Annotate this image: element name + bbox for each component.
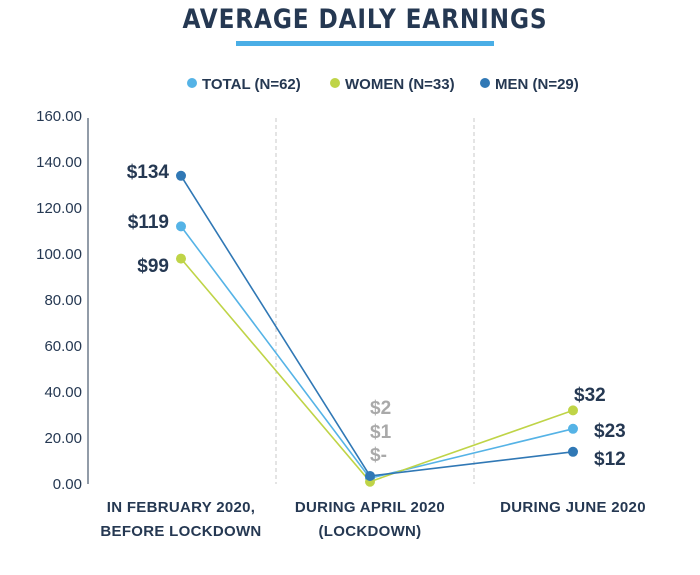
legend-label-0: TOTAL (N=62) [202,76,301,93]
data-label-feb-2: $134 [127,162,170,183]
y-tick-label: 0.00 [53,476,82,493]
y-tick-label: 60.00 [44,338,82,355]
series-point-1-0 [176,253,186,264]
x-category-label-2: DURING JUNE 2020 [500,499,646,516]
legend-marker-1 [330,78,340,88]
y-tick-label: 20.00 [44,430,82,447]
series-point-2-2 [568,446,578,457]
series-point-1-2 [568,405,578,416]
y-axis: 0.00 20.00 40.00 60.00 80.00 100.00 120.00 140.… [36,108,89,493]
data-label-apr-1: $1 [370,422,392,443]
data-label-feb-1: $99 [137,256,169,277]
data-label-jun-2: $12 [594,449,626,470]
data-label-feb-0: $119 [128,212,169,233]
data-labels: $134 $119 $99 $32 $23 $12 $2 $1$- [127,162,626,470]
x-axis-categories: IN FEBRUARY 2020, BEFORE LOCKDOWN DURING A… [100,499,645,540]
legend-marker-0 [187,78,197,88]
legend-label-2: MEN (N=29) [495,76,579,93]
legend-marker-2 [480,78,490,88]
data-label-jun-0: $23 [594,421,626,442]
y-tick-label: 100.00 [36,246,82,263]
series-point-0-2 [568,423,578,434]
series-point-2-0 [176,170,186,181]
series-points [176,170,578,487]
data-label-apr-2: $- [370,445,387,466]
title-underline [236,41,494,46]
legend: TOTAL (N=62) WOMEN (N=33) MEN (N=29) [187,76,579,93]
category-dividers [275,118,475,484]
y-tick-label: 40.00 [44,384,82,401]
legend-label-1: WOMEN (N=33) [345,76,455,93]
y-tick-label: 80.00 [44,292,82,309]
x-category-label-0: BEFORE LOCKDOWN [100,523,261,540]
x-category-label-1: DURING APRIL 2020 [295,499,445,516]
x-category-label-1: (LOCKDOWN) [319,523,422,540]
y-tick-label: 140.00 [36,154,82,171]
data-label-jun-1: $32 [574,385,606,406]
y-tick-label: 120.00 [36,200,82,217]
series-point-0-0 [176,221,186,232]
series-point-2-1 [365,470,375,481]
chart-title: AVERAGE DAILY EARNINGS [182,4,548,35]
y-tick-label: 160.00 [36,108,82,125]
data-label-apr-0: $2 [370,398,391,419]
x-category-label-0: IN FEBRUARY 2020, [107,499,255,516]
